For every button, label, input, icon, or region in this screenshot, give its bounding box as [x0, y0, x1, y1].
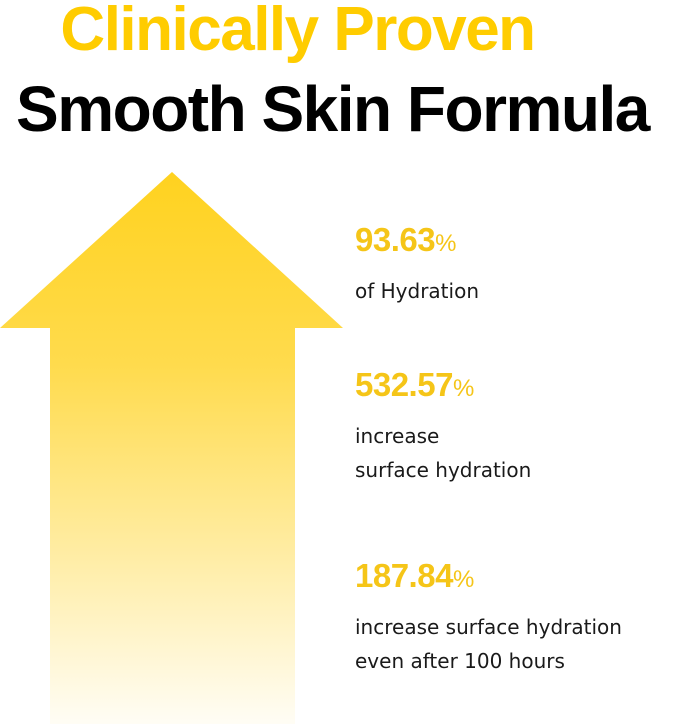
stat-surface-hydration: 532.57% increase surface hydration: [355, 367, 531, 487]
heading-clinically-proven: Clinically Proven: [60, 0, 536, 64]
stat-unit: %: [452, 375, 474, 402]
stat-description: surface hydration: [355, 458, 532, 482]
stat-unit: %: [435, 230, 456, 257]
stat-value: 532.57: [355, 366, 453, 403]
stat-description: increase: [355, 424, 440, 448]
stat-value: 93.63: [355, 221, 436, 258]
stat-description: of Hydration: [355, 279, 479, 303]
stat-description: increase surface hydration: [355, 615, 622, 639]
heading-smooth-skin-formula: Smooth Skin Formula: [16, 73, 650, 145]
stat-after-100-hours: 187.84% increase surface hydration even …: [355, 558, 622, 678]
stat-unit: %: [452, 566, 474, 593]
stat-value: 187.84: [355, 557, 453, 594]
stat-description: even after 100 hours: [355, 649, 565, 673]
stat-hydration: 93.63% of Hydration: [355, 222, 479, 308]
